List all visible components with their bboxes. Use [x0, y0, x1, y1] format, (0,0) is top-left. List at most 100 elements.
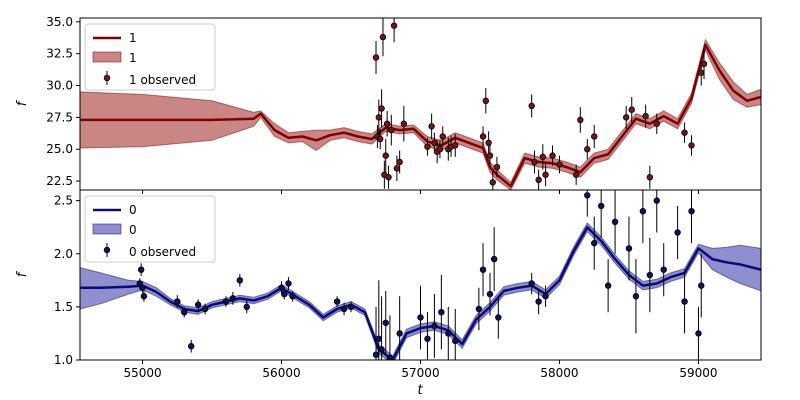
bottom-observed-point — [382, 319, 389, 327]
bottom-plot-area — [80, 190, 761, 360]
bottom-y-tick-label: 1.0 — [54, 353, 73, 367]
bottom-observed-point — [653, 197, 660, 204]
top-observed-point — [584, 146, 591, 153]
top-observed-point — [479, 133, 487, 140]
bottom-legend-label: 0 — [129, 203, 137, 217]
bottom-observed-point — [347, 303, 355, 311]
top-y-tick-label: 32.5 — [46, 47, 73, 61]
bottom-observed-point — [698, 282, 705, 289]
top-observed-point — [431, 139, 438, 147]
top-observed-point — [388, 126, 395, 134]
bottom-y-tick-label: 1.5 — [54, 300, 73, 314]
bottom-observed-point — [490, 255, 498, 263]
top-observed-point — [622, 114, 630, 121]
bottom-y-tick-label: 2.5 — [54, 194, 73, 208]
x-tick-label: 58000 — [540, 366, 578, 380]
bottom-observed-point — [181, 308, 188, 316]
bottom-observed-point — [445, 330, 452, 337]
bottom-observed-point — [372, 351, 380, 358]
bottom-observed-point — [386, 354, 394, 360]
top-legend-label: 1 — [129, 31, 137, 45]
bottom-observed-point — [475, 305, 483, 313]
bottom-observed-point — [243, 303, 250, 311]
bottom-observed-point — [222, 298, 230, 305]
bottom-observed-point — [591, 239, 598, 247]
bottom-legend-point-swatch — [103, 246, 111, 254]
top-observed-point — [436, 146, 444, 153]
top-observed-point — [400, 120, 408, 127]
bottom-legend-box — [84, 195, 216, 263]
top-observed-point — [688, 142, 695, 149]
top-mean-line — [80, 43, 761, 188]
bottom-observed-point — [438, 308, 445, 316]
top-y-tick-label: 35.0 — [46, 15, 73, 29]
top-observed-point — [700, 60, 708, 68]
bottom-observed-point — [333, 298, 341, 305]
bottom-y-tick-label: 2.0 — [54, 247, 73, 261]
bottom-observed-point — [396, 330, 403, 337]
top-observed-point — [452, 142, 459, 149]
bottom-observed-point — [278, 284, 285, 291]
bottom-observed-point — [201, 305, 209, 313]
x-tick-label: 56000 — [262, 366, 300, 380]
top-observed-point — [485, 139, 492, 147]
bottom-observed-point — [378, 346, 385, 353]
bottom-observed-point — [139, 284, 146, 291]
top-legend-box — [84, 23, 216, 91]
bottom-observed-point — [140, 293, 148, 300]
top-y-tick-label: 25.0 — [46, 142, 73, 156]
top-observed-point — [393, 165, 401, 172]
bottom-observed-point — [535, 298, 542, 305]
top-observed-point — [642, 112, 649, 120]
top-observed-point — [549, 152, 556, 159]
top-legend: 1 1 1 observed — [84, 23, 216, 91]
bottom-observed-point — [417, 314, 424, 321]
top-confidence-band — [80, 38, 761, 190]
bottom-observed-point — [604, 282, 612, 289]
top-observed-point — [698, 69, 705, 76]
bottom-observed-point — [674, 229, 681, 236]
bottom-observed-point — [452, 337, 459, 345]
bottom-observed-point — [187, 342, 195, 350]
top-observed-point — [528, 102, 535, 110]
top-observed-point — [428, 123, 435, 130]
x-tick-label: 57000 — [401, 366, 439, 380]
top-observed-point — [653, 120, 660, 127]
bottom-observed-point — [229, 295, 237, 302]
bottom-observed-point — [285, 280, 292, 287]
top-legend-band-swatch — [92, 51, 122, 63]
top-observed-point — [390, 22, 398, 29]
top-observed-point — [379, 33, 387, 41]
top-plot-area — [80, 18, 761, 190]
top-observed-point — [375, 114, 383, 121]
bottom-observed-point — [611, 218, 619, 226]
bottom-observed-point — [424, 335, 431, 342]
top-observed-point — [385, 174, 392, 181]
top-observed-point — [486, 152, 494, 159]
top-panel: 22.5 25.0 27.5 30.0 32.5 35.0 1 1 1 observed — [46, 15, 762, 194]
bottom-observed-point — [632, 293, 640, 300]
bottom-observed-point — [688, 208, 695, 215]
top-y-tick-label: 27.5 — [46, 110, 73, 124]
bottom-observed-point — [486, 290, 494, 298]
bottom-observed-point — [584, 192, 591, 199]
top-observed-point — [556, 161, 563, 168]
bottom-y-axis-label: f — [15, 270, 30, 277]
top-observed-point — [383, 120, 391, 127]
bottom-legend-band-swatch — [92, 223, 122, 235]
bottom-observed-point — [625, 245, 633, 252]
bottom-observed-point — [646, 271, 654, 279]
bottom-confidence-band — [80, 222, 761, 360]
top-observed-point — [378, 105, 385, 112]
bottom-observed-point — [495, 314, 502, 321]
bottom-observed-point — [236, 277, 244, 284]
bottom-observed-point — [137, 266, 145, 273]
top-legend-point-swatch — [103, 74, 111, 82]
top-observed-point — [439, 133, 446, 140]
top-observed-point — [542, 171, 549, 178]
top-observed-point — [372, 54, 380, 61]
bottom-observed-point — [660, 266, 667, 273]
top-observed-point — [628, 106, 635, 113]
top-observed-point — [531, 158, 538, 166]
